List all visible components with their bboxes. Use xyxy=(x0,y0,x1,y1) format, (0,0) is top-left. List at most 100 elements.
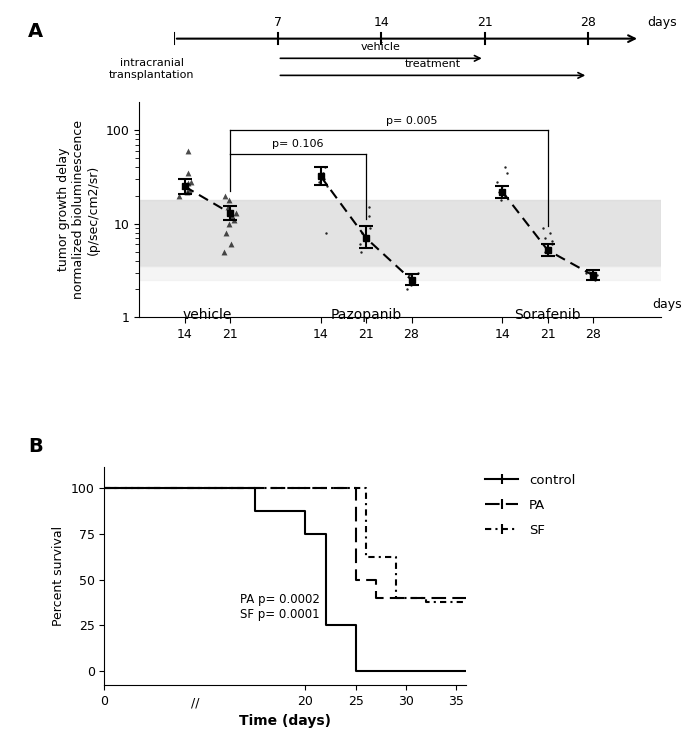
Point xyxy=(226,238,237,250)
SF xyxy=(362,553,370,561)
Point xyxy=(363,211,374,222)
Point xyxy=(539,246,551,257)
Text: Sorafenib: Sorafenib xyxy=(514,308,581,322)
Point xyxy=(226,211,237,222)
SF xyxy=(392,593,400,602)
Point xyxy=(321,227,332,238)
Point xyxy=(221,227,232,238)
Point xyxy=(404,270,415,281)
Point xyxy=(402,283,413,295)
Point xyxy=(537,222,548,234)
SF xyxy=(422,593,430,602)
Line: control: control xyxy=(104,488,466,671)
Point xyxy=(182,167,193,179)
Point xyxy=(581,267,592,278)
Text: B: B xyxy=(28,437,42,456)
PA xyxy=(100,484,109,493)
Text: vehicle: vehicle xyxy=(182,308,232,322)
Point xyxy=(496,181,507,192)
Text: intracranial
transplantation: intracranial transplantation xyxy=(109,58,195,80)
Point xyxy=(590,274,601,286)
SF xyxy=(100,484,109,493)
Point xyxy=(491,176,503,187)
Text: Pazopanib: Pazopanib xyxy=(331,308,402,322)
PA xyxy=(372,593,380,602)
Text: p= 0.106: p= 0.106 xyxy=(272,139,324,149)
Text: 7: 7 xyxy=(274,17,281,29)
Point xyxy=(406,279,417,291)
control xyxy=(322,621,330,630)
PA xyxy=(462,593,470,602)
Point xyxy=(223,218,235,230)
SF xyxy=(422,598,430,607)
Text: PA p= 0.0002
SF p= 0.0001: PA p= 0.0002 SF p= 0.0001 xyxy=(240,593,320,621)
Point xyxy=(182,186,193,198)
Text: 28: 28 xyxy=(580,17,596,29)
Point xyxy=(356,246,367,257)
control xyxy=(322,530,330,539)
Text: days: days xyxy=(652,298,682,311)
Point xyxy=(230,207,242,219)
Point xyxy=(173,190,184,201)
Point xyxy=(592,270,603,281)
Text: days: days xyxy=(647,17,677,29)
Point xyxy=(500,162,511,174)
control xyxy=(301,530,310,539)
Point xyxy=(493,186,504,198)
Text: A: A xyxy=(28,22,43,41)
Point xyxy=(219,190,230,201)
PA xyxy=(402,593,410,602)
Bar xyxy=(139,200,661,266)
Point xyxy=(322,181,333,192)
Y-axis label: Percent survival: Percent survival xyxy=(52,526,65,626)
Point xyxy=(178,181,189,192)
Point xyxy=(365,222,376,234)
PA xyxy=(351,575,360,584)
SF xyxy=(462,598,470,607)
Point xyxy=(186,176,197,187)
Text: //: // xyxy=(191,696,199,709)
Point xyxy=(412,267,423,278)
Point xyxy=(313,176,324,187)
Point xyxy=(229,214,240,225)
control xyxy=(301,507,310,515)
Point xyxy=(496,194,507,206)
Point xyxy=(319,162,331,174)
Text: p= 0.005: p= 0.005 xyxy=(386,116,437,125)
PA xyxy=(351,484,360,493)
control xyxy=(251,484,260,493)
Point xyxy=(360,233,371,244)
Text: vehicle: vehicle xyxy=(361,42,401,52)
Point xyxy=(183,145,194,157)
Line: PA: PA xyxy=(104,488,466,598)
Point xyxy=(539,233,551,244)
Bar xyxy=(139,266,661,280)
Point xyxy=(583,264,594,276)
Point xyxy=(184,184,195,195)
Point xyxy=(546,235,557,247)
control xyxy=(462,666,470,675)
X-axis label: Time (days): Time (days) xyxy=(239,714,331,728)
PA xyxy=(372,575,380,584)
Point xyxy=(223,194,235,206)
Point xyxy=(354,238,365,250)
Point xyxy=(499,190,510,201)
Point xyxy=(545,227,556,238)
Legend: control, PA, SF: control, PA, SF xyxy=(480,469,580,542)
Point xyxy=(364,201,375,213)
Point xyxy=(501,167,512,179)
control xyxy=(251,507,260,515)
PA xyxy=(402,593,410,602)
Point xyxy=(541,242,552,254)
Point xyxy=(219,246,230,257)
control xyxy=(351,621,360,630)
SF xyxy=(392,553,400,561)
control xyxy=(100,484,109,493)
SF xyxy=(362,484,370,493)
Point xyxy=(183,177,194,189)
Y-axis label: tumor growth delay
normalized bioluminescence
(p/sec/cm2/sr): tumor growth delay normalized biolumines… xyxy=(57,120,100,299)
control xyxy=(351,666,360,675)
Point xyxy=(319,174,330,185)
Text: 14: 14 xyxy=(373,17,389,29)
Point xyxy=(404,274,416,286)
